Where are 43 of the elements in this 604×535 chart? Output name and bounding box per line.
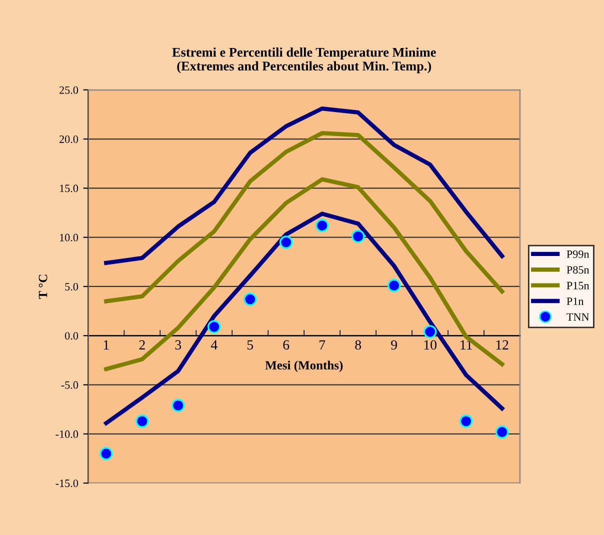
y-tick-label: -10.0	[56, 430, 78, 438]
point	[243, 292, 257, 306]
x-tick-label: 7	[320, 340, 326, 350]
y-axis-title: T °C	[38, 274, 48, 299]
point	[387, 278, 401, 292]
point	[172, 398, 185, 412]
x-tick-label: 3	[175, 340, 182, 350]
x-axis-title: Mesi (Months)	[265, 360, 343, 372]
x-tick-label: 12	[496, 340, 508, 350]
legend-label: TNN	[566, 313, 590, 321]
y-tick-label: -15.0	[56, 480, 78, 488]
x-tick-label: 9	[391, 340, 397, 350]
x-tick-label: 11	[460, 340, 472, 350]
point	[315, 218, 329, 232]
point	[100, 446, 113, 460]
point	[495, 425, 509, 439]
x-tick-label: 5	[247, 340, 254, 350]
point	[423, 325, 437, 338]
line-series	[104, 106, 504, 265]
y-tick-label: 15.0	[60, 184, 78, 192]
y-tick-label: 0.0	[64, 332, 78, 340]
legend-label: P99n	[566, 250, 590, 258]
x-tick-label: 4	[210, 340, 218, 350]
y-tick-label: 25.0	[60, 86, 78, 94]
point	[459, 414, 473, 428]
x-tick-label: 10	[424, 340, 436, 350]
point	[351, 230, 365, 243]
x-tick-label: 1	[104, 340, 109, 350]
x-tick-label: 8	[355, 340, 362, 350]
line-series	[104, 131, 504, 304]
point	[208, 320, 221, 334]
x-tick-label: 2	[139, 340, 145, 350]
legend-label: P15n	[566, 282, 590, 290]
y-tick-label: -5.0	[61, 381, 78, 389]
chart-title: Estremi e Percentili delle Temperature Minime (Extremes and Percentiles about Min. Temp.)	[172, 47, 436, 74]
x-tick-label: 6	[283, 340, 290, 350]
legend-label: P1n	[566, 298, 584, 305]
y-tick-label: 20.0	[60, 136, 78, 144]
legend-label: P85n	[566, 266, 590, 274]
point	[279, 236, 293, 249]
y-tick-label: 5.0	[65, 282, 78, 291]
point	[136, 414, 149, 428]
y-tick-label: 10.0	[60, 234, 78, 242]
